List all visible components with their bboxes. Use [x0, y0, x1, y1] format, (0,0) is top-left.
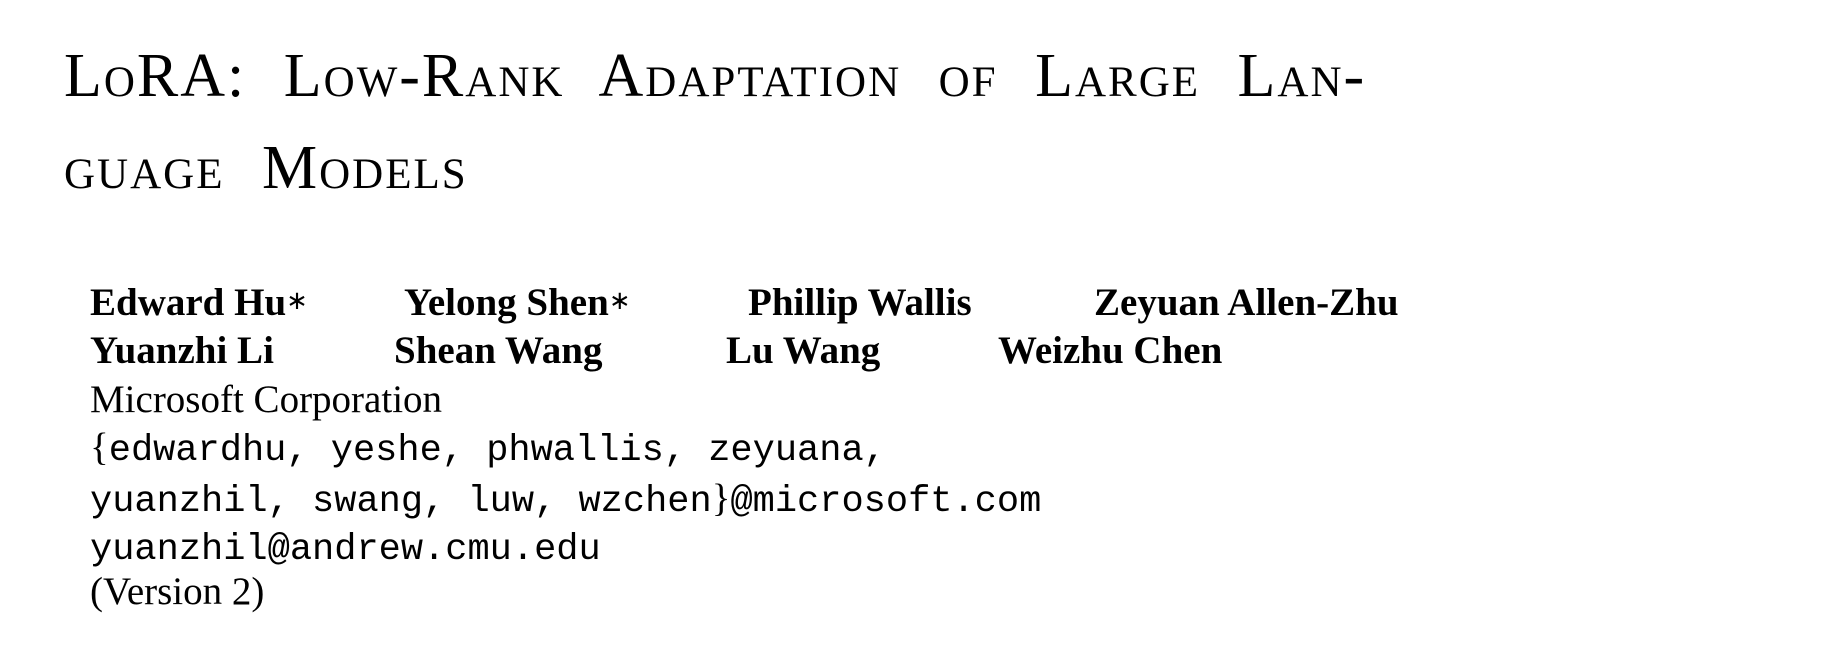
author-name: Lu Wang: [726, 329, 881, 372]
author-name: Yelong Shen: [404, 281, 609, 324]
author-phillip-wallis: Phillip Wallis: [748, 279, 1094, 327]
email-usernames-2: yuanzhil, swang, luw, wzchen: [90, 481, 712, 523]
author-row-2: Yuanzhi Li Shean Wang Lu Wang Weizhu Che…: [90, 327, 1399, 375]
author-lu-wang: Lu Wang: [726, 327, 998, 375]
author-name: Weizhu Chen: [998, 329, 1223, 372]
author-name: Zeyuan Allen-Zhu: [1094, 281, 1399, 324]
open-brace: {: [90, 426, 109, 469]
author-zeyuan-allen-zhu: Zeyuan Allen-Zhu: [1094, 279, 1399, 327]
close-brace: }: [711, 477, 731, 520]
affiliation: Microsoft Corporation: [90, 378, 443, 421]
title-line-2: guage Models: [64, 134, 468, 202]
author-weizhu-chen: Weizhu Chen: [998, 327, 1222, 375]
email-line-3: yuanzhil@andrew.cmu.edu: [90, 529, 601, 571]
equal-contribution-mark: ∗: [286, 286, 308, 315]
author-row-1: Edward Hu∗ Yelong Shen∗ Phillip Wallis Z…: [90, 279, 1399, 327]
author-name: Yuanzhi Li: [90, 329, 274, 372]
title-line-1: LoRA: Low-Rank Adaptation of Large Lan-: [64, 42, 1367, 110]
author-yuanzhi-li: Yuanzhi Li: [90, 327, 394, 375]
author-list: Edward Hu∗ Yelong Shen∗ Phillip Wallis Z…: [90, 279, 1399, 375]
author-yelong-shen: Yelong Shen∗: [404, 279, 748, 327]
email-block: {edwardhu, yeshe, phwallis, zeyuana, yua…: [90, 424, 1041, 574]
version-label: (Version 2): [90, 570, 265, 613]
author-edward-hu: Edward Hu∗: [90, 279, 404, 327]
paper-title: LoRA: Low-Rank Adaptation of Large Lan- …: [64, 30, 1794, 214]
author-shean-wang: Shean Wang: [394, 327, 726, 375]
email-line-1: {edwardhu, yeshe, phwallis, zeyuana,: [90, 424, 1041, 475]
email-usernames-1: edwardhu, yeshe, phwallis, zeyuana,: [108, 430, 886, 472]
email-line-2: yuanzhil, swang, luw, wzchen}@microsoft.…: [90, 475, 1041, 526]
author-name: Edward Hu: [90, 281, 287, 324]
email-domain: @microsoft.com: [730, 481, 1042, 523]
equal-contribution-mark: ∗: [608, 286, 631, 315]
author-name: Shean Wang: [394, 329, 603, 372]
author-name: Phillip Wallis: [748, 281, 972, 324]
